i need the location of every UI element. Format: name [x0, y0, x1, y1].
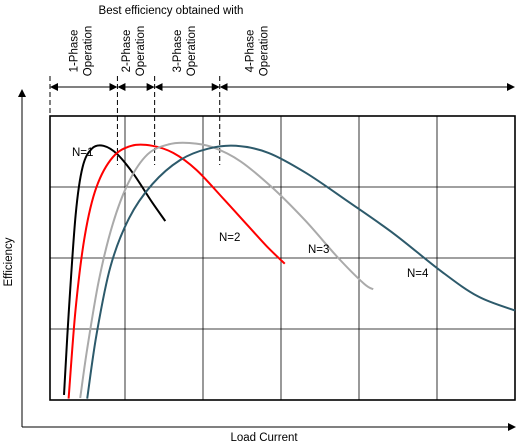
phase-label-4-line-2: Operation	[259, 26, 271, 77]
y-axis-label: Efficiency	[3, 237, 15, 286]
efficiency-curves	[63, 141, 516, 399]
phase-label-2-line-1: 2-Phase	[121, 30, 133, 73]
curve-labels: N=1 N=2 N=3 N=4	[72, 147, 429, 280]
phase-label-1-line-1: 1-Phase	[69, 30, 81, 73]
phase-regions: 1-Phase Operation 2-Phase Operation 3-Phase O…	[49, 26, 515, 165]
chart-title: Best efficiency obtained with	[99, 5, 244, 17]
phase-label-3-line-2: Operation	[186, 26, 198, 77]
phase-label-2-line-2: Operation	[135, 26, 147, 77]
phase-label-1-line-2: Operation	[83, 26, 95, 77]
curve-n-2	[67, 143, 286, 399]
curve-n-1	[63, 144, 167, 395]
phase-label-4-line-1: 4-Phase	[245, 30, 257, 73]
x-axis-label: Load Current	[230, 432, 298, 444]
grid-lines	[50, 116, 515, 400]
label-n-3: N=3	[308, 244, 329, 256]
curve-n-4	[86, 144, 516, 399]
label-n-1: N=1	[72, 147, 93, 159]
label-n-2: N=2	[219, 232, 240, 244]
phase-label-3-line-1: 3-Phase	[172, 30, 184, 73]
curve-n-3	[79, 141, 374, 399]
label-n-4: N=4	[407, 268, 429, 280]
